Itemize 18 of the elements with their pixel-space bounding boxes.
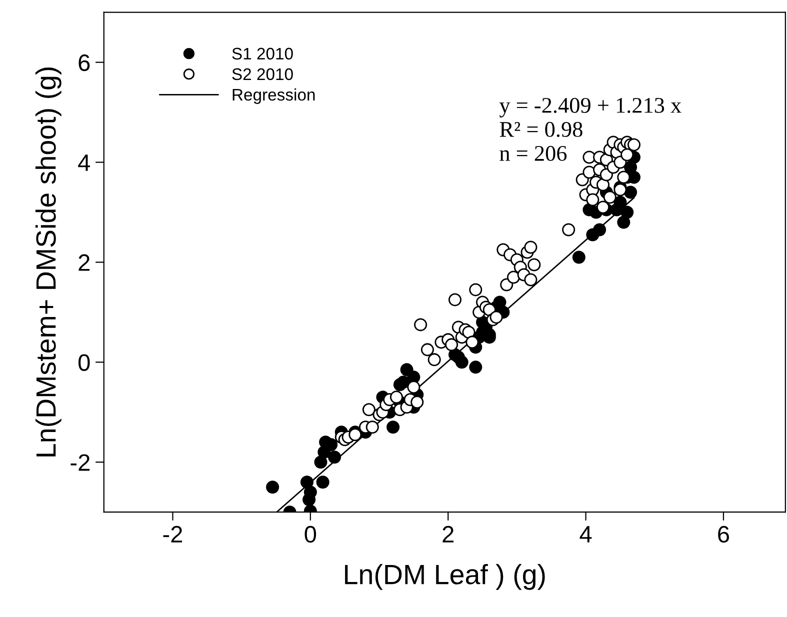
x-axis-title: Ln(DM Leaf ) (g): [345, 564, 545, 590]
x-tick-label: 0: [304, 526, 316, 543]
y-tick-label: 6: [78, 54, 90, 72]
x-tick-label: 4: [580, 526, 592, 542]
x-tick-label: -2: [163, 526, 182, 542]
legend-label: S1 2010: [232, 48, 293, 60]
annotation: y = -2.409 + 1.213 x: [499, 98, 682, 118]
annotation: R² = 0.98: [500, 122, 582, 138]
x-tick-label: 2: [442, 526, 454, 542]
y-tick-label: 0: [78, 354, 90, 371]
y-tick-label: 2: [78, 254, 90, 271]
legend-label: Regression: [232, 88, 315, 104]
annotation: n = 206: [500, 146, 567, 161]
y-axis-title: Ln(DMstem+ DMSide shoot) (g): [35, 68, 62, 456]
x-tick-label: 6: [718, 526, 729, 543]
y-tick-label: -2: [70, 454, 90, 471]
y-tick-label: 4: [78, 154, 90, 171]
legend-label: S2 2010: [232, 68, 293, 80]
